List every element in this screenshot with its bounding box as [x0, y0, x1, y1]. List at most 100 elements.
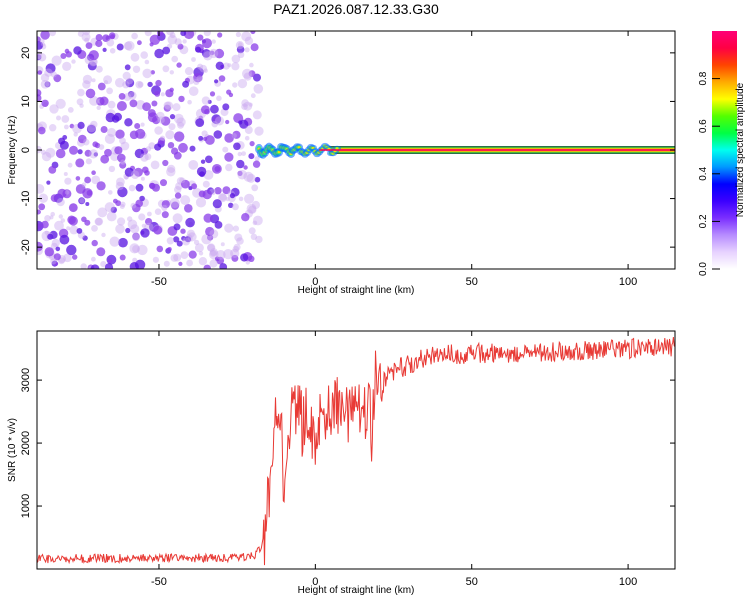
- noise-blob: [195, 46, 202, 53]
- signal-onset-peak: [335, 147, 339, 150]
- noise-blob: [56, 115, 61, 121]
- noise-blob: [243, 165, 248, 170]
- noise-blob: [196, 75, 203, 82]
- noise-blob: [180, 228, 186, 234]
- noise-blob: [244, 126, 253, 134]
- snr-y-tick-label: 3000: [20, 368, 32, 392]
- snr-frame: [36, 330, 676, 570]
- noise-blob: [62, 61, 72, 71]
- noise-blob: [174, 192, 182, 199]
- noise-blob: [140, 153, 149, 162]
- noise-blob: [220, 242, 225, 247]
- noise-blob: [187, 232, 197, 242]
- noise-blob: [188, 86, 199, 96]
- noise-blob: [222, 146, 229, 153]
- noise-blob: [45, 63, 56, 74]
- colorbar-axis: 0.0 0.2 0.4 0.6 0.8: [698, 71, 720, 276]
- noise-blob: [202, 180, 210, 188]
- noise-blob: [184, 67, 194, 76]
- spectrogram-x-tick-label: 50: [466, 276, 478, 288]
- noise-blob: [125, 227, 131, 234]
- noise-blob: [228, 92, 234, 98]
- noise-blob: [157, 116, 165, 124]
- noise-blob: [189, 145, 196, 152]
- noise-blob: [233, 142, 241, 151]
- noise-blob: [187, 99, 192, 105]
- noise-blob: [77, 88, 85, 97]
- noise-blob: [144, 170, 150, 176]
- noise-blob: [253, 84, 264, 94]
- noise-blob: [75, 176, 81, 181]
- noise-blob: [166, 167, 176, 177]
- noise-blob: [73, 132, 78, 137]
- noise-blob: [252, 110, 262, 120]
- noise-blob: [40, 73, 50, 82]
- noise-blob: [140, 228, 150, 238]
- noise-blob: [124, 167, 134, 177]
- noise-blob: [161, 204, 168, 211]
- noise-blob: [38, 126, 46, 135]
- noise-blob: [160, 179, 167, 187]
- noise-blob: [51, 238, 60, 248]
- noise-blob: [127, 216, 133, 222]
- noise-blob: [175, 182, 183, 191]
- noise-blob: [169, 87, 174, 93]
- noise-blob: [63, 172, 68, 176]
- noise-blob: [243, 72, 252, 81]
- noise-blob: [92, 141, 99, 148]
- noise-blob: [210, 104, 219, 114]
- noise-blob: [231, 62, 240, 71]
- noise-blob: [248, 205, 257, 214]
- noise-blob: [195, 197, 207, 208]
- noise-blob: [154, 91, 161, 97]
- noise-blob: [109, 48, 116, 54]
- noise-blob: [149, 182, 156, 190]
- noise-blob: [184, 204, 193, 213]
- noise-blob: [180, 31, 187, 37]
- noise-blob: [140, 176, 145, 181]
- noise-blob: [68, 203, 78, 213]
- noise-blob: [69, 123, 75, 129]
- noise-blob: [91, 239, 98, 247]
- noise-blob: [79, 198, 85, 204]
- spectrogram-x-axis: -50 0 50 100: [151, 31, 637, 288]
- noise-blob: [100, 126, 108, 133]
- noise-blob: [167, 142, 175, 149]
- noise-blob: [125, 78, 135, 88]
- noise-blob: [209, 50, 215, 56]
- noise-blob: [251, 200, 260, 210]
- noise-blob: [120, 141, 130, 151]
- noise-blob: [160, 116, 171, 126]
- noise-blob: [97, 207, 108, 218]
- noise-blob: [222, 62, 230, 70]
- noise-blob: [63, 253, 72, 263]
- noise-blob: [214, 79, 219, 84]
- noise-blob: [239, 119, 249, 129]
- noise-blob: [49, 215, 54, 220]
- noise-blob: [80, 263, 87, 269]
- noise-blob: [229, 193, 236, 199]
- noise-blob: [248, 153, 255, 160]
- noise-blob: [40, 31, 50, 40]
- noise-blob: [241, 151, 247, 157]
- noise-blob: [87, 123, 96, 133]
- noise-blob: [203, 68, 208, 73]
- noise-blob: [237, 170, 243, 176]
- noise-blob: [170, 254, 179, 262]
- colorbar-tick-label: 0.4: [698, 166, 709, 180]
- noise-blob: [49, 31, 56, 37]
- noise-blob: [176, 117, 186, 127]
- colorbar-tick-label: 0.8: [698, 71, 709, 85]
- noise-blob: [241, 99, 249, 107]
- noise-blob: [236, 237, 244, 245]
- noise-blob: [231, 133, 237, 139]
- noise-blob: [103, 80, 109, 85]
- noise-blob: [183, 31, 195, 40]
- noise-blob: [187, 229, 195, 238]
- noise-blob: [235, 41, 244, 50]
- snr-x-tick-label: 0: [312, 576, 318, 588]
- noise-blob: [77, 31, 84, 37]
- noise-blob: [99, 96, 109, 106]
- noise-blob: [250, 93, 256, 99]
- noise-blob: [44, 68, 53, 77]
